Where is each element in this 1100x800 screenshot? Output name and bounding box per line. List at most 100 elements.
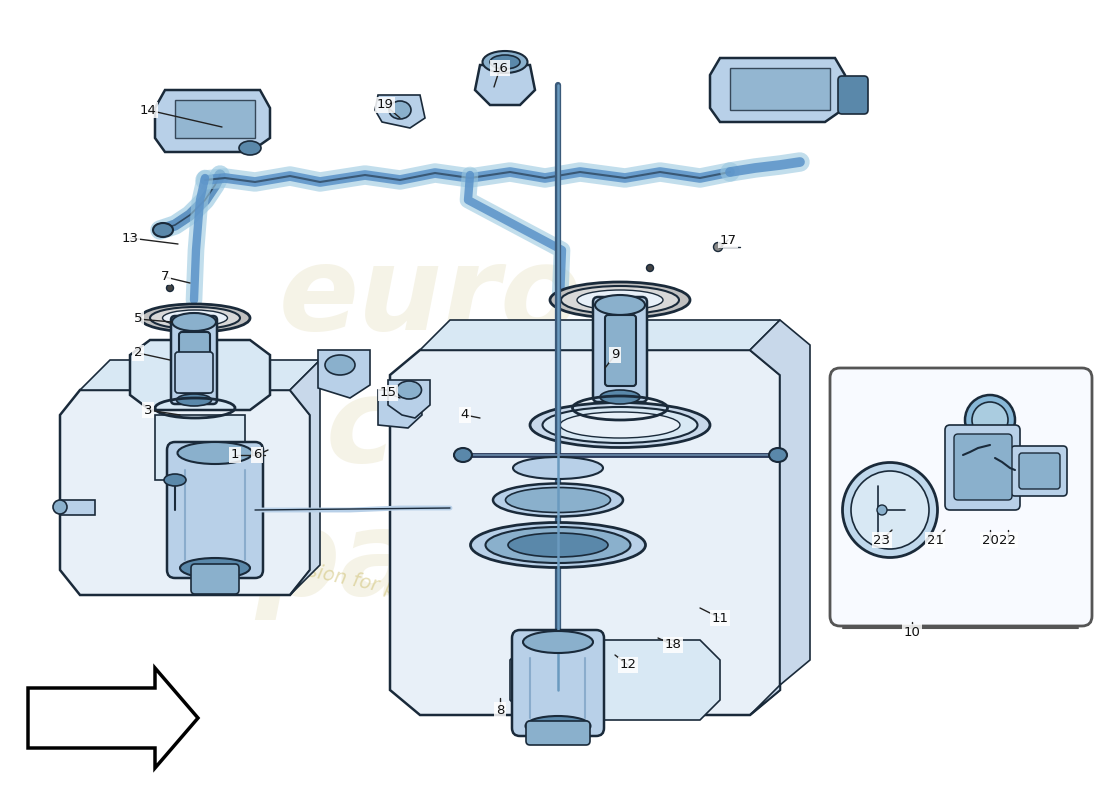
FancyBboxPatch shape — [526, 721, 590, 745]
Text: 7: 7 — [161, 270, 169, 283]
Ellipse shape — [647, 265, 653, 271]
FancyBboxPatch shape — [512, 630, 604, 736]
Ellipse shape — [163, 310, 228, 326]
Text: a passion for parts since 1985: a passion for parts since 1985 — [254, 550, 546, 630]
Ellipse shape — [542, 407, 697, 443]
Polygon shape — [60, 500, 95, 515]
Ellipse shape — [513, 457, 603, 479]
Ellipse shape — [396, 381, 421, 399]
Polygon shape — [750, 320, 810, 715]
Ellipse shape — [578, 290, 663, 310]
Ellipse shape — [483, 51, 528, 73]
Text: 13: 13 — [121, 231, 139, 245]
FancyBboxPatch shape — [1011, 446, 1067, 496]
Text: 6: 6 — [253, 449, 261, 462]
Text: 10: 10 — [903, 626, 921, 638]
Text: 9: 9 — [610, 349, 619, 362]
Ellipse shape — [526, 716, 591, 736]
FancyBboxPatch shape — [179, 332, 210, 393]
Polygon shape — [318, 350, 370, 398]
Text: euro
car
parts: euro car parts — [255, 239, 605, 621]
Bar — [730, 68, 830, 110]
Text: 2: 2 — [134, 346, 142, 359]
Ellipse shape — [560, 412, 680, 438]
Ellipse shape — [843, 462, 937, 558]
FancyBboxPatch shape — [191, 564, 239, 594]
Ellipse shape — [769, 448, 786, 462]
Ellipse shape — [600, 390, 640, 404]
FancyBboxPatch shape — [945, 425, 1020, 510]
Text: 4: 4 — [461, 409, 470, 422]
Text: 3: 3 — [144, 403, 152, 417]
Text: 5: 5 — [134, 313, 142, 326]
Ellipse shape — [877, 505, 887, 515]
Text: 19: 19 — [376, 98, 394, 111]
Ellipse shape — [595, 295, 645, 315]
FancyBboxPatch shape — [593, 297, 647, 402]
Ellipse shape — [972, 402, 1008, 438]
Ellipse shape — [851, 471, 929, 549]
Ellipse shape — [493, 483, 623, 517]
Text: 14: 14 — [140, 103, 156, 117]
Polygon shape — [710, 58, 845, 122]
Text: 12: 12 — [619, 658, 637, 671]
Polygon shape — [60, 390, 310, 595]
FancyBboxPatch shape — [954, 434, 1012, 500]
Ellipse shape — [454, 448, 472, 462]
Polygon shape — [375, 95, 425, 128]
FancyBboxPatch shape — [1019, 453, 1060, 489]
Polygon shape — [510, 640, 720, 720]
FancyBboxPatch shape — [605, 315, 636, 386]
Polygon shape — [420, 320, 780, 350]
Ellipse shape — [172, 313, 216, 331]
Ellipse shape — [965, 395, 1015, 445]
Ellipse shape — [530, 402, 710, 447]
Ellipse shape — [164, 474, 186, 486]
FancyBboxPatch shape — [167, 442, 263, 578]
Text: 17: 17 — [719, 234, 737, 246]
Ellipse shape — [153, 223, 173, 237]
Polygon shape — [155, 90, 270, 152]
Text: 8: 8 — [496, 703, 504, 717]
Ellipse shape — [561, 286, 679, 314]
Ellipse shape — [550, 282, 690, 318]
Text: 16: 16 — [492, 62, 508, 74]
Polygon shape — [155, 415, 245, 480]
FancyBboxPatch shape — [175, 352, 213, 393]
Ellipse shape — [506, 487, 610, 513]
Polygon shape — [130, 340, 270, 410]
Ellipse shape — [239, 141, 261, 155]
Ellipse shape — [177, 442, 253, 464]
Ellipse shape — [490, 55, 520, 69]
FancyBboxPatch shape — [830, 368, 1092, 626]
Text: 15: 15 — [379, 386, 396, 399]
Polygon shape — [388, 380, 430, 418]
Ellipse shape — [180, 558, 250, 578]
Polygon shape — [290, 360, 320, 595]
Text: 1: 1 — [231, 449, 240, 462]
Ellipse shape — [471, 522, 646, 567]
FancyBboxPatch shape — [170, 316, 217, 404]
Ellipse shape — [522, 631, 593, 653]
Ellipse shape — [150, 307, 240, 329]
Ellipse shape — [324, 355, 355, 375]
Ellipse shape — [714, 242, 723, 251]
Polygon shape — [390, 350, 780, 715]
Bar — [175, 100, 255, 138]
Polygon shape — [378, 390, 422, 428]
Ellipse shape — [176, 394, 211, 406]
Text: 21: 21 — [926, 534, 944, 546]
Polygon shape — [475, 65, 535, 105]
Ellipse shape — [485, 527, 630, 563]
Text: 20: 20 — [981, 534, 999, 546]
Polygon shape — [80, 360, 320, 390]
Ellipse shape — [53, 500, 67, 514]
Ellipse shape — [140, 304, 250, 332]
Polygon shape — [28, 668, 198, 768]
Text: 23: 23 — [873, 534, 891, 546]
Ellipse shape — [389, 101, 411, 119]
Ellipse shape — [508, 533, 608, 557]
Text: 22: 22 — [1000, 534, 1016, 546]
Text: 11: 11 — [712, 611, 728, 625]
Ellipse shape — [166, 285, 174, 291]
